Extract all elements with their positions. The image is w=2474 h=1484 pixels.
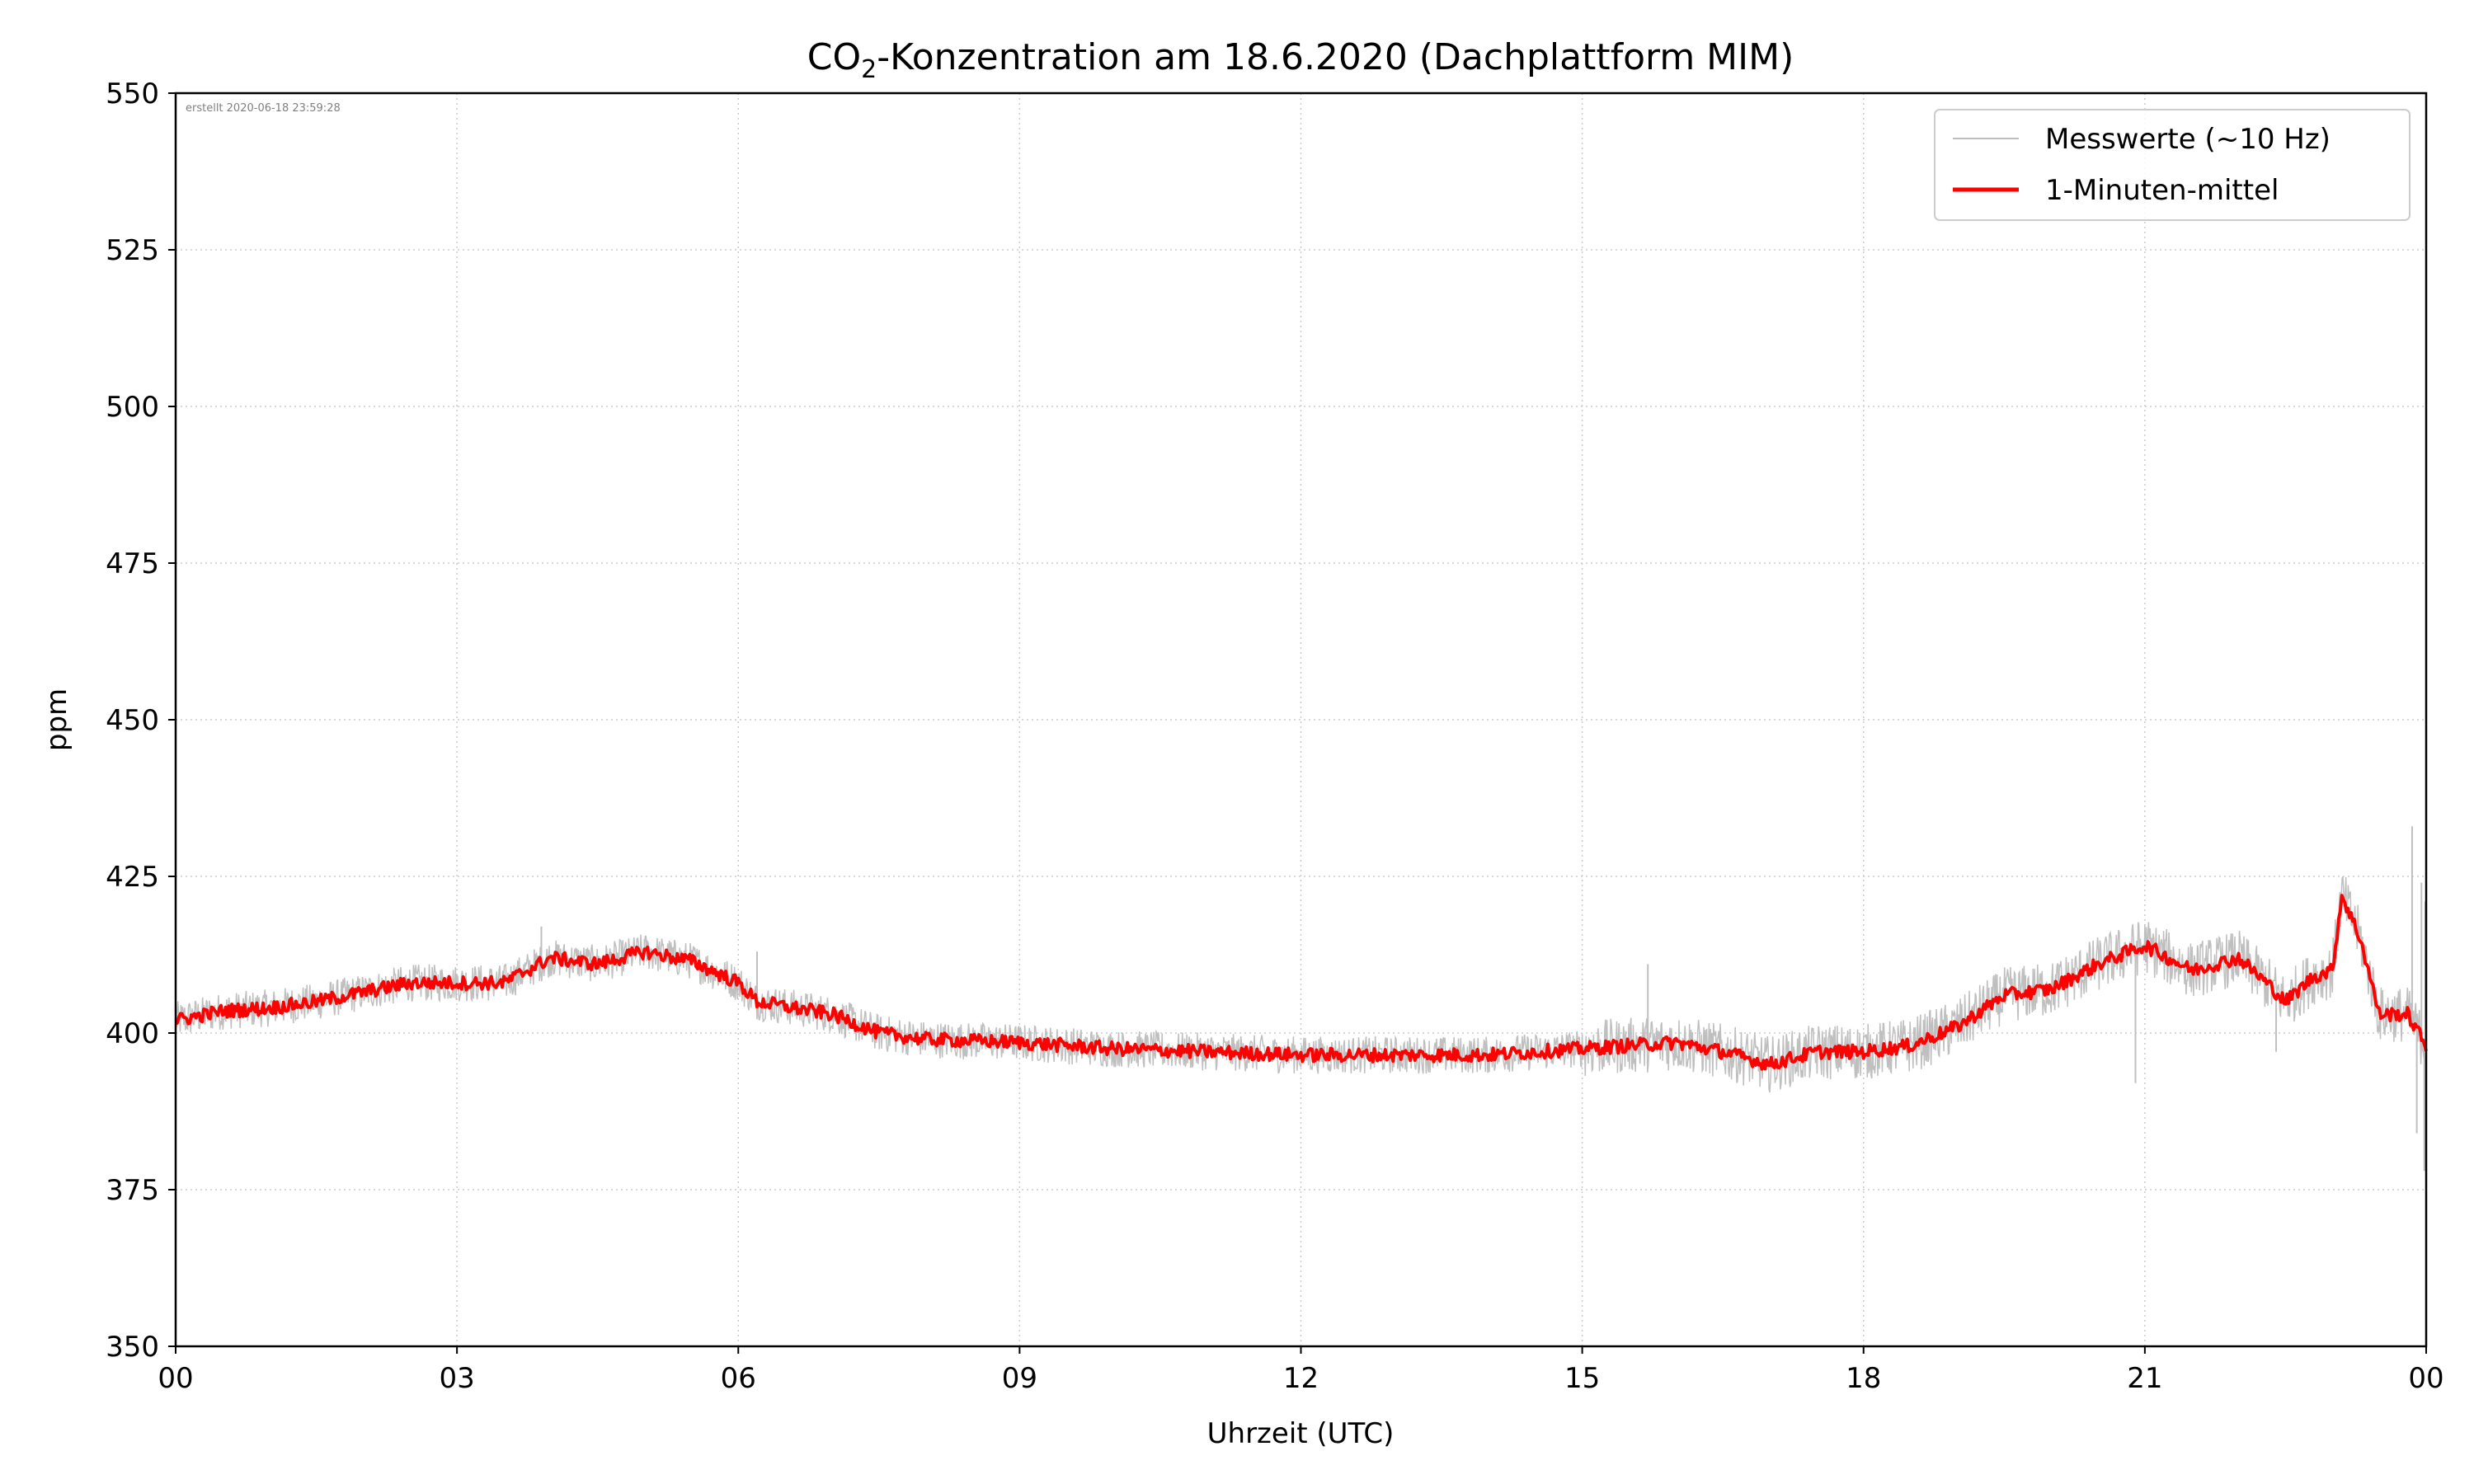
- legend-label-mean: 1-Minuten-mittel: [2045, 174, 2279, 207]
- y-tick-label: 475: [106, 547, 159, 580]
- x-tick-label: 18: [1846, 1362, 1881, 1395]
- y-tick-label: 550: [106, 77, 159, 110]
- series-mean-line: [175, 894, 2428, 1071]
- y-tick-label: 400: [106, 1017, 159, 1050]
- y-tick-label: 425: [106, 861, 159, 894]
- x-axis: 00 03 06 09 12 15 18 21 00: [158, 1346, 2444, 1395]
- y-axis: 350 375 400 425 450 475 500 525 550: [106, 77, 176, 1364]
- x-axis-label: Uhrzeit (UTC): [1207, 1417, 1395, 1450]
- y-tick-label: 450: [106, 704, 159, 737]
- grid: [175, 92, 2427, 1347]
- plot-area: [175, 826, 2428, 1172]
- x-tick-label: 12: [1283, 1362, 1319, 1395]
- y-tick-label: 375: [106, 1174, 159, 1207]
- legend-label-raw: Messwerte (~10 Hz): [2045, 123, 2331, 156]
- y-axis-label: ppm: [40, 688, 73, 751]
- legend: Messwerte (~10 Hz) 1-Minuten-mittel: [1934, 109, 2411, 221]
- x-tick-label: 15: [1564, 1362, 1600, 1395]
- x-tick-label: 00: [158, 1362, 193, 1395]
- chart-title: CO2-Konzentration am 18.6.2020 (Dachplat…: [807, 36, 1794, 84]
- x-tick-label: 09: [1002, 1362, 1037, 1395]
- y-tick-label: 350: [106, 1331, 159, 1364]
- x-tick-label: 21: [2127, 1362, 2162, 1395]
- y-tick-label: 525: [106, 234, 159, 267]
- legend-box: [1934, 109, 2411, 221]
- x-tick-label: 00: [2408, 1362, 2443, 1395]
- series-raw-line: [175, 876, 2427, 1093]
- x-tick-label: 06: [721, 1362, 756, 1395]
- created-stamp: erstellt 2020-06-18 23:59:28: [186, 102, 341, 115]
- x-tick-label: 03: [439, 1362, 474, 1395]
- y-tick-label: 500: [106, 391, 159, 424]
